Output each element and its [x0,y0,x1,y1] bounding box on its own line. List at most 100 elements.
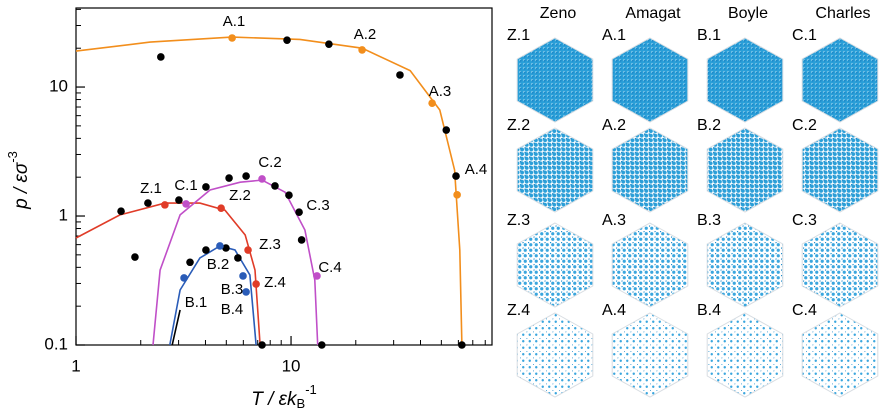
x-tick-label: 10 [282,356,301,375]
x-axis-label: T / εkB-1 [251,382,317,411]
point [271,182,279,190]
point [258,341,266,349]
point [202,183,210,191]
point [452,172,460,180]
point [428,99,436,107]
point [117,207,125,215]
snapshot-label: Z.3 [507,212,530,229]
y-label-sup: -3 [5,151,20,163]
point [458,341,466,349]
snapshot-label: C.3 [792,212,817,229]
x-tick-label: 1 [71,356,80,375]
point-annotation: A.3 [429,83,452,100]
plot-frame [76,8,492,345]
point-annotation: B.3 [221,281,244,298]
particle-cube [517,313,593,397]
particle-cube [802,38,878,122]
point-annotation: A.1 [223,13,246,30]
particle-cube [802,223,878,307]
snapshot-label: Z.1 [507,27,530,44]
particle-cube [517,128,593,212]
x-label-sub: B [297,396,306,411]
point-annotation: A.4 [465,161,488,178]
point-annotation: C.2 [258,154,281,171]
particle-cube [707,313,783,397]
point [244,246,252,254]
point [396,71,404,79]
point [242,172,250,180]
particle-cube [707,223,783,307]
point-annotation: Z.1 [140,180,162,197]
point-annotation: B.1 [185,294,208,311]
point [202,246,210,254]
snapshot-label: A.4 [602,302,626,319]
point [228,34,236,42]
particle-cube [517,223,593,307]
point-annotation: C.4 [318,259,341,276]
point [217,204,225,212]
point [182,200,190,208]
point [225,174,233,182]
point [161,201,169,209]
point [239,272,247,280]
point [283,36,291,44]
y-axis-label: p / εσ-3 [5,151,32,210]
snapshot-label: C.1 [792,27,817,44]
column-header: Charles [815,5,870,22]
y-tick-label: 10 [49,77,68,96]
point [157,53,165,61]
particle-cube [707,128,783,212]
point [186,258,194,266]
point-annotation: B.4 [221,301,244,318]
point [234,254,242,262]
curve [76,203,260,345]
point-annotation: B.2 [207,256,230,273]
particle-cube [802,128,878,212]
y-tick-label: 1 [59,206,68,225]
figure: T / εkB-1 p / εσ-3 1100.1110A.1A.2A.3A.4… [0,0,889,415]
point-annotation: Z.2 [229,187,251,204]
point-annotation: C.3 [306,197,329,214]
snapshot-label: Z.4 [507,302,530,319]
point [295,208,303,216]
point [216,242,224,250]
point [258,175,266,183]
point-annotation: Z.3 [259,236,281,253]
snapshot-label: A.3 [602,212,626,229]
point [442,126,450,134]
snapshot-label: B.1 [697,27,721,44]
column-header: Zeno [540,5,577,22]
point-annotation: C.1 [174,177,197,194]
particle-cube [517,38,593,122]
x-label-main: T / εk [251,389,298,410]
snapshot-label: B.3 [697,212,721,229]
point [318,341,326,349]
snapshot-label: B.2 [697,117,721,134]
snapshot-label: A.1 [602,27,626,44]
point-annotation: Z.4 [264,274,286,291]
x-label-sup: -1 [305,382,317,397]
snapshot-label: C.4 [792,302,817,319]
point [131,253,139,261]
particle-cube [707,38,783,122]
curve [76,37,462,345]
point [285,191,293,199]
column-header: Boyle [728,5,768,22]
point-annotation: A.2 [354,26,377,43]
particle-cube [612,223,688,307]
snapshot-label: C.2 [792,117,817,134]
point [453,191,461,199]
point [252,280,260,288]
snapshot-label: B.4 [697,302,721,319]
point [298,236,306,244]
snapshot-label: Z.2 [507,117,530,134]
point [325,40,333,48]
point [358,46,366,54]
y-label-main: p / εσ [11,161,32,210]
y-tick-label: 0.1 [44,334,68,353]
column-header: Amagat [625,5,681,22]
particle-cube [612,38,688,122]
point [175,196,183,204]
particle-cube [612,128,688,212]
point [242,288,250,296]
